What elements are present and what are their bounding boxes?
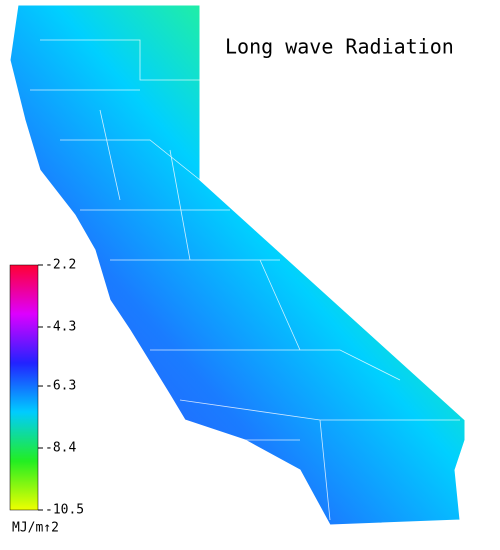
colorbar-tick-label: -6.3 xyxy=(45,379,76,394)
colorbar-tick-label: -8.4 xyxy=(45,441,76,456)
california xyxy=(9,4,466,526)
colorbar xyxy=(9,264,39,511)
colorbar-unit: MJ/m↑2 xyxy=(12,521,59,536)
colorbar-tick-label: -2.2 xyxy=(45,258,76,273)
colorbar-tick-label: -4.3 xyxy=(45,319,76,334)
map-title: Long wave Radiation xyxy=(225,35,454,59)
county-lines xyxy=(30,39,460,521)
colorbar-tick-label: -10.5 xyxy=(45,503,84,518)
